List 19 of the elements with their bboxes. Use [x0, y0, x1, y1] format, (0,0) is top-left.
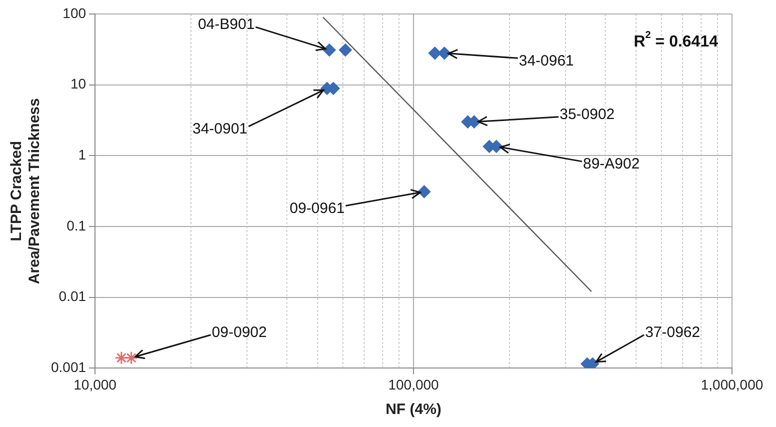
y-tick-label: 0.001: [50, 359, 86, 376]
y-tick-label: 1: [78, 146, 86, 163]
annotation: 35-0902: [560, 106, 615, 124]
x-axis-title: NF (4%): [386, 401, 442, 418]
annotation: 34-0961: [518, 52, 574, 70]
y-tick-label: 0.01: [58, 288, 86, 304]
annotation: 09-0961: [290, 200, 345, 217]
x-tick-label: 10,000: [74, 376, 117, 392]
y-tick-label: 100: [62, 4, 86, 21]
y-axis-title: LTPP Cracked Area/Pavement Thickness: [8, 98, 44, 284]
x-tick-label: 100,000: [388, 376, 440, 392]
y-tick-label: 0.1: [66, 217, 86, 234]
x-tick-label: 1,000,000: [700, 376, 764, 392]
annotation: 37-0962: [645, 324, 700, 342]
annotation: 89-A902: [582, 156, 640, 173]
annotation: 34-0901: [192, 120, 248, 138]
annotation: 04-B901: [198, 16, 255, 34]
annotation: 09-0902: [212, 324, 267, 341]
y-tick-label: 10: [70, 76, 86, 92]
